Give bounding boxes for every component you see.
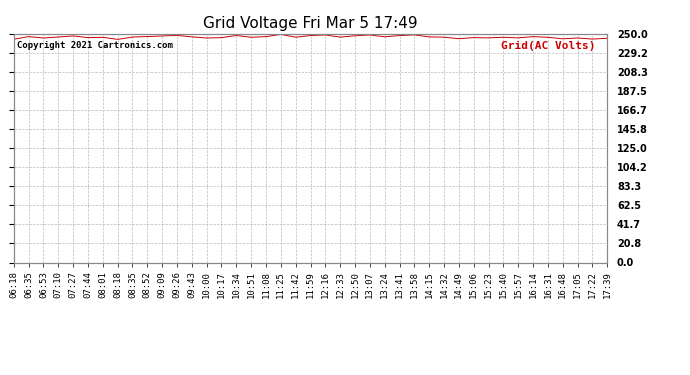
Title: Grid Voltage Fri Mar 5 17:49: Grid Voltage Fri Mar 5 17:49 bbox=[203, 16, 418, 31]
Text: Copyright 2021 Cartronics.com: Copyright 2021 Cartronics.com bbox=[17, 40, 172, 50]
Text: Grid(AC Volts): Grid(AC Volts) bbox=[501, 40, 595, 51]
